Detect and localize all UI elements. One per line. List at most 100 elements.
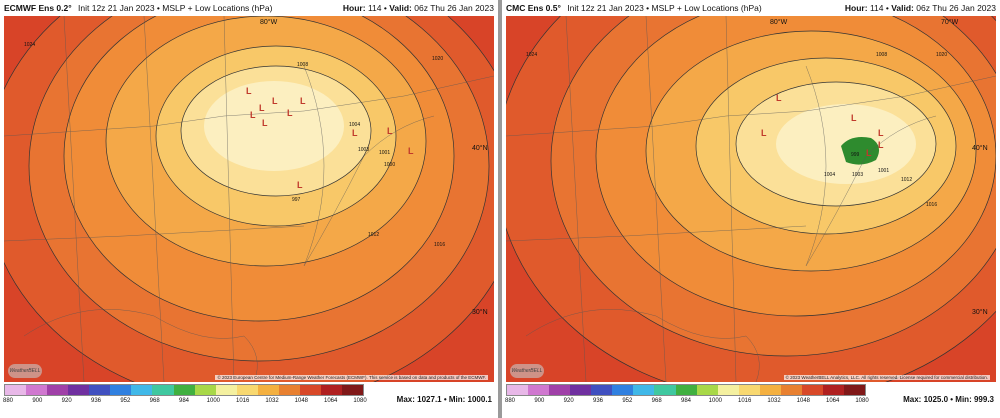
pressure-color-scale: 880 900 920 936 952 968 984 1000 1016 1032 1048 106… (504, 384, 869, 414)
color-bar-tick-label: 1048 (796, 398, 811, 404)
svg-text:1020: 1020 (936, 52, 947, 58)
cmc-header: CMC Ens 0.5° Init 12z 21 Jan 2023 • MSLP… (506, 3, 996, 15)
valid-time: Hour: 114 • Valid: 06z Thu 26 Jan 2023 (342, 3, 494, 13)
color-bar-ticks: 880 900 920 936 952 968 984 1000 1016 1032 1048 106… (2, 396, 367, 406)
svg-text:L: L (250, 110, 256, 120)
svg-text:L: L (262, 118, 268, 128)
svg-text:80°W: 80°W (770, 18, 788, 26)
color-bar-swatch (320, 385, 342, 395)
max-min-values: Max: 1027.1 • Min: 1000.1 (396, 395, 492, 404)
svg-text:L: L (272, 96, 278, 106)
color-bar-swatch (633, 385, 655, 395)
color-bar-tick-label: 952 (622, 398, 633, 404)
max-min-values: Max: 1025.0 • Min: 999.3 (903, 395, 994, 404)
svg-text:999: 999 (851, 152, 860, 158)
svg-text:1016: 1016 (434, 242, 445, 248)
panel-title: ECMWF Ens 0.2° (4, 3, 72, 13)
color-bar-swatch (173, 385, 195, 395)
svg-text:L: L (878, 140, 884, 150)
color-bar-swatch (822, 385, 844, 395)
color-bar-tick-label: 1016 (235, 398, 250, 404)
svg-text:1004: 1004 (824, 172, 835, 178)
color-bar-tick-label: 984 (178, 398, 190, 404)
valid-time: Hour: 114 • Valid: 06z Thu 26 Jan 2023 (844, 3, 996, 13)
svg-text:1012: 1012 (901, 177, 912, 183)
color-bar-tick-label: 1064 (323, 398, 338, 404)
svg-text:997: 997 (292, 197, 301, 203)
panel-subtitle: Init 12z 21 Jan 2023 • MSLP + Low Locati… (567, 3, 762, 13)
color-bar-ticks: 880 900 920 936 952 968 984 1000 1016 1032 1048 106… (504, 396, 869, 406)
ecmwf-header: ECMWF Ens 0.2° Init 12z 21 Jan 2023 • MS… (4, 3, 494, 15)
svg-text:40°N: 40°N (972, 144, 988, 152)
color-bar-swatch (844, 385, 866, 395)
color-bar-tick-label: 920 (563, 398, 574, 404)
color-bar-tick-label: 880 (504, 398, 516, 404)
color-bar-swatch (131, 385, 153, 395)
panel-title: CMC Ens 0.5° (506, 3, 561, 13)
color-bar-swatch (507, 385, 529, 395)
color-bar-tick-label: 1080 (353, 398, 367, 404)
color-bar-tick-label: 1064 (825, 398, 840, 404)
svg-text:1003: 1003 (358, 147, 369, 153)
color-bar-tick-label: 952 (120, 398, 131, 404)
color-bar (506, 384, 866, 396)
color-bar-tick-label: 1000 (206, 398, 221, 404)
cmc-panel: CMC Ens 0.5° Init 12z 21 Jan 2023 • MSLP… (502, 0, 1000, 418)
color-bar (4, 384, 364, 396)
svg-text:L: L (259, 103, 265, 113)
svg-text:L: L (866, 148, 872, 158)
svg-text:L: L (851, 113, 857, 123)
color-bar-tick-label: 968 (149, 398, 160, 404)
svg-text:30°N: 30°N (472, 308, 488, 316)
color-bar-tick-label: 1032 (767, 398, 781, 404)
weatherbell-logo: WeatherBELL (510, 364, 544, 378)
svg-text:30°N: 30°N (972, 308, 988, 316)
color-bar-swatch (47, 385, 69, 395)
svg-text:1024: 1024 (526, 52, 537, 58)
color-bar-tick-label: 880 (2, 398, 14, 404)
color-bar-swatch (194, 385, 216, 395)
svg-text:1003: 1003 (852, 172, 863, 178)
color-bar-swatch (215, 385, 237, 395)
color-bar-swatch (654, 385, 676, 395)
color-bar-tick-label: 984 (680, 398, 692, 404)
svg-text:1001: 1001 (379, 150, 390, 156)
svg-text:L: L (761, 128, 767, 138)
color-bar-swatch (152, 385, 174, 395)
svg-text:L: L (387, 126, 393, 136)
svg-text:L: L (352, 128, 358, 138)
svg-text:L: L (776, 93, 782, 103)
svg-text:80°W: 80°W (260, 18, 278, 26)
color-bar-tick-label: 1032 (265, 398, 279, 404)
color-bar-tick-label: 936 (592, 398, 604, 404)
panel-subtitle: Init 12z 21 Jan 2023 • MSLP + Low Locati… (78, 3, 273, 13)
color-bar-swatch (696, 385, 718, 395)
color-bar-swatch (236, 385, 258, 395)
svg-text:1008: 1008 (876, 52, 887, 58)
color-bar-swatch (528, 385, 550, 395)
color-bar-tick-label: 900 (32, 398, 43, 404)
color-bar-swatch (549, 385, 571, 395)
svg-text:L: L (408, 146, 414, 156)
map-credit: © 2023 European Centre for Medium-Range … (215, 375, 488, 380)
color-bar-swatch (717, 385, 739, 395)
svg-text:L: L (297, 180, 303, 190)
color-bar-tick-label: 1080 (855, 398, 869, 404)
color-bar-swatch (299, 385, 321, 395)
color-bar-swatch (780, 385, 802, 395)
color-bar-swatch (612, 385, 634, 395)
color-bar-swatch (591, 385, 613, 395)
svg-text:1024: 1024 (24, 42, 35, 48)
color-bar-swatch (801, 385, 823, 395)
color-bar-tick-label: 1000 (708, 398, 723, 404)
panel-divider (498, 0, 502, 418)
color-bar-tick-label: 1016 (737, 398, 752, 404)
mslp-contour-map: LLL LLL 1008 1012 1016 1020 1004 1003 10… (506, 16, 996, 382)
mslp-contour-map: LLL LLL LL L LL 1008 1012 1016 1020 1004 … (4, 16, 494, 382)
color-bar-tick-label: 936 (90, 398, 102, 404)
color-bar-swatch (257, 385, 279, 395)
color-bar-tick-label: 920 (61, 398, 72, 404)
svg-text:L: L (246, 86, 252, 96)
